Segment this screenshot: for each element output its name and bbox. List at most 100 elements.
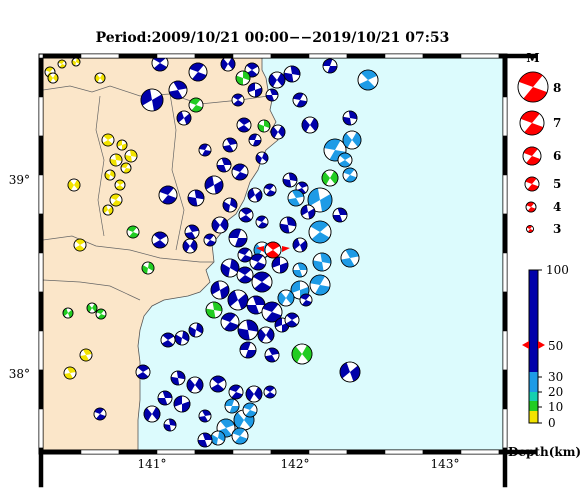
- focal-mechanism-icon: [224, 398, 240, 414]
- focal-mechanism-icon: [220, 58, 236, 72]
- focal-mechanism-icon: [292, 92, 308, 108]
- focal-mechanism-icon: [124, 149, 138, 163]
- focal-mechanism-icon: [126, 225, 140, 239]
- focal-mechanism-icon: [158, 185, 178, 205]
- focal-mechanism-icon: [231, 163, 249, 181]
- focal-mechanism-icon: [157, 390, 173, 406]
- focal-mechanism-icon: [163, 418, 177, 432]
- depth-tick-20: 20: [548, 385, 563, 399]
- focal-mechanism-icon: [249, 253, 267, 271]
- map-title: Period:2009/10/21 00:00−−2019/10/21 07:5…: [95, 30, 450, 46]
- magnitude-legend-header: M: [526, 51, 539, 65]
- focal-mechanism-icon: [321, 169, 339, 187]
- depth-marker-icon: [522, 341, 529, 349]
- focal-mechanism-icon: [247, 82, 263, 98]
- magnitude-legend-icon: [524, 176, 540, 192]
- focal-mechanism-icon: [204, 175, 224, 195]
- focal-mechanism-icon: [228, 228, 248, 248]
- focal-mechanism-icon: [71, 58, 81, 67]
- focal-mechanism-icon: [292, 237, 308, 253]
- focal-mechanism-icon: [284, 312, 300, 328]
- focal-mechanism-icon: [332, 207, 348, 223]
- focal-mechanism-icon: [307, 187, 333, 213]
- focal-mechanism-icon: [312, 252, 332, 272]
- magnitude-legend-icon: [525, 201, 537, 213]
- depth-tick-0: 0: [548, 416, 556, 430]
- magnitude-legend-icon: [522, 146, 542, 166]
- focal-mechanism-icon: [342, 167, 358, 183]
- focal-mechanism-icon: [238, 207, 254, 223]
- magnitude-legend: [517, 71, 549, 233]
- focal-mechanism-icon: [300, 204, 316, 220]
- focal-mechanism-icon: [170, 370, 186, 386]
- focal-mechanism-icon: [237, 319, 259, 341]
- focal-mechanism-icon: [141, 261, 155, 275]
- mag-label-5: 5: [553, 177, 561, 191]
- focal-mechanism-icon: [109, 153, 123, 167]
- focal-mechanism-icon: [257, 119, 271, 133]
- focal-mechanism-icon: [248, 133, 262, 147]
- focal-mechanism-icon: [79, 348, 93, 362]
- focal-mechanism-icon: [255, 215, 269, 229]
- focal-mechanism-icon: [188, 322, 204, 338]
- focal-mechanism-icon: [188, 62, 208, 82]
- focal-mechanism-icon: [140, 88, 164, 112]
- focal-mechanism-icon: [228, 384, 244, 400]
- y-tick-38: 38°: [9, 367, 30, 381]
- focal-mechanism-icon: [222, 197, 238, 213]
- focal-mechanism-icon: [197, 432, 213, 448]
- focal-mechanism-icon: [291, 343, 313, 365]
- focal-mechanism-icon: [220, 312, 240, 332]
- focal-mechanism-icon: [114, 179, 126, 191]
- focal-mechanism-icon: [151, 58, 169, 72]
- focal-mechanism-icon: [198, 409, 212, 423]
- focal-mechanism-icon: [205, 301, 223, 319]
- latest-event-icon: [264, 241, 282, 259]
- focal-mechanism-icon: [235, 70, 251, 86]
- focal-mechanism-icon: [120, 162, 132, 174]
- focal-mechanism-icon: [264, 347, 280, 363]
- focal-mechanism-icon: [342, 130, 362, 150]
- focal-mechanism-icon: [160, 332, 176, 348]
- focal-mechanism-icon: [242, 402, 258, 418]
- focal-mechanism-icon: [168, 80, 188, 100]
- mag-label-6: 6: [553, 149, 561, 163]
- focal-mechanism-icon: [151, 231, 169, 249]
- focal-mechanism-icon: [231, 427, 249, 445]
- focal-mechanism-icon: [184, 224, 200, 240]
- focal-mechanism-icon: [301, 116, 319, 134]
- focal-mechanism-icon: [222, 137, 238, 153]
- depth-colorbar: [522, 269, 545, 424]
- focal-mechanism-icon: [322, 58, 338, 74]
- focal-mechanism-icon: [257, 326, 275, 344]
- focal-mechanism-icon: [101, 133, 115, 147]
- focal-mechanism-icon: [63, 366, 77, 380]
- depth-tick-10: 10: [548, 400, 563, 414]
- focal-mechanism-icon: [209, 375, 227, 393]
- focal-mechanism-icon: [57, 59, 67, 69]
- focal-mechanism-icon: [73, 238, 87, 252]
- focal-mechanism-icon: [210, 280, 230, 300]
- focal-mechanism-icon: [279, 216, 297, 234]
- focal-mechanism-icon: [187, 189, 205, 207]
- focal-mechanism-icon: [143, 405, 161, 423]
- focal-mechanism-icon: [357, 69, 379, 91]
- focal-mechanism-icon: [245, 385, 263, 403]
- focal-mechanism-icon: [231, 93, 245, 107]
- focal-mechanism-icon: [173, 395, 191, 413]
- magnitude-legend-icon: [517, 71, 549, 103]
- focal-mechanism-icon: [247, 187, 263, 203]
- focal-mechanism-icon: [86, 302, 98, 314]
- focal-mechanism-icon: [340, 248, 360, 268]
- focal-mechanism-icon: [116, 139, 128, 151]
- focal-mechanism-icon: [93, 407, 107, 421]
- focal-mechanism-icon: [188, 97, 204, 113]
- focal-mechanism-icon: [299, 293, 313, 307]
- focal-mechanism-icon: [47, 72, 59, 84]
- x-tick-142: 142°: [281, 457, 310, 471]
- y-tick-39: 39°: [9, 173, 30, 187]
- mag-label-4: 4: [553, 200, 561, 214]
- x-tick-143: 143°: [431, 457, 460, 471]
- focal-mechanism-icon: [236, 117, 252, 133]
